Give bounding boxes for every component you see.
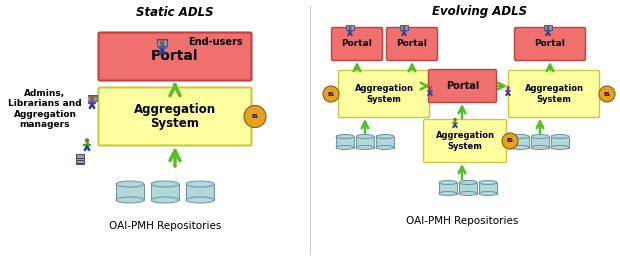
- Ellipse shape: [551, 145, 569, 149]
- Ellipse shape: [356, 134, 374, 139]
- FancyBboxPatch shape: [386, 27, 438, 60]
- Ellipse shape: [511, 134, 529, 139]
- Bar: [336, 136, 354, 148]
- Bar: [347, 25, 353, 30]
- Bar: [151, 184, 179, 200]
- Circle shape: [402, 26, 405, 29]
- Text: Aggregation
System: Aggregation System: [435, 131, 495, 151]
- Text: OAI-PMH Repositories: OAI-PMH Repositories: [109, 221, 221, 231]
- Circle shape: [348, 26, 352, 29]
- Ellipse shape: [511, 145, 529, 149]
- Text: Portal: Portal: [534, 40, 565, 49]
- Text: OAI-PMH Repositories: OAI-PMH Repositories: [406, 216, 518, 226]
- Bar: [401, 26, 407, 29]
- Text: Portal: Portal: [446, 81, 479, 91]
- Bar: [87, 95, 97, 101]
- Circle shape: [428, 86, 432, 89]
- Bar: [551, 136, 569, 148]
- Circle shape: [85, 138, 89, 143]
- Bar: [76, 154, 84, 164]
- Ellipse shape: [551, 134, 569, 139]
- Bar: [459, 182, 477, 194]
- Ellipse shape: [531, 145, 549, 149]
- Text: Admins,
Librarians and
Aggregation
managers: Admins, Librarians and Aggregation manag…: [8, 89, 82, 129]
- Text: Static ADLS: Static ADLS: [136, 6, 214, 18]
- Bar: [545, 26, 551, 29]
- Ellipse shape: [186, 181, 214, 187]
- FancyBboxPatch shape: [99, 32, 252, 81]
- Bar: [356, 136, 374, 148]
- Circle shape: [546, 26, 550, 29]
- Text: Aggregation
System: Aggregation System: [525, 84, 583, 104]
- Bar: [511, 136, 529, 148]
- Text: Aggregation
System: Aggregation System: [355, 84, 414, 104]
- Ellipse shape: [186, 197, 214, 203]
- FancyBboxPatch shape: [508, 70, 600, 117]
- Circle shape: [453, 118, 457, 121]
- Text: Evolving ADLS: Evolving ADLS: [432, 6, 528, 18]
- Ellipse shape: [439, 191, 457, 196]
- Bar: [186, 184, 214, 200]
- Ellipse shape: [459, 181, 477, 185]
- Bar: [376, 136, 394, 148]
- Text: IS: IS: [603, 92, 611, 97]
- Text: Portal: Portal: [151, 50, 199, 64]
- Ellipse shape: [336, 134, 354, 139]
- Text: Aggregation
System: Aggregation System: [134, 102, 216, 130]
- Circle shape: [507, 86, 510, 89]
- Text: IS: IS: [252, 114, 259, 119]
- Bar: [401, 25, 407, 30]
- Text: IS: IS: [507, 139, 513, 144]
- Ellipse shape: [336, 145, 354, 149]
- Bar: [439, 182, 457, 194]
- Bar: [544, 25, 552, 30]
- Text: End-users: End-users: [188, 37, 242, 47]
- Circle shape: [159, 41, 164, 45]
- Ellipse shape: [151, 181, 179, 187]
- Ellipse shape: [479, 191, 497, 196]
- Ellipse shape: [376, 134, 394, 139]
- FancyBboxPatch shape: [428, 69, 497, 102]
- Bar: [531, 136, 549, 148]
- FancyBboxPatch shape: [332, 27, 383, 60]
- Circle shape: [599, 86, 615, 102]
- Ellipse shape: [459, 191, 477, 196]
- Ellipse shape: [116, 197, 144, 203]
- Bar: [116, 184, 144, 200]
- FancyBboxPatch shape: [515, 27, 585, 60]
- Bar: [158, 41, 166, 45]
- Circle shape: [90, 96, 94, 101]
- Text: IS: IS: [327, 92, 335, 97]
- Ellipse shape: [116, 181, 144, 187]
- Ellipse shape: [479, 181, 497, 185]
- Circle shape: [502, 133, 518, 149]
- Bar: [157, 39, 167, 46]
- Circle shape: [323, 86, 339, 102]
- Ellipse shape: [439, 181, 457, 185]
- Ellipse shape: [151, 197, 179, 203]
- Ellipse shape: [376, 145, 394, 149]
- FancyBboxPatch shape: [423, 120, 507, 163]
- FancyBboxPatch shape: [99, 87, 252, 145]
- Circle shape: [244, 106, 266, 128]
- Bar: [479, 182, 497, 194]
- Text: Portal: Portal: [397, 40, 427, 49]
- Text: Portal: Portal: [342, 40, 373, 49]
- Bar: [89, 97, 95, 100]
- Ellipse shape: [531, 134, 549, 139]
- FancyBboxPatch shape: [339, 70, 430, 117]
- Bar: [347, 26, 353, 29]
- Ellipse shape: [356, 145, 374, 149]
